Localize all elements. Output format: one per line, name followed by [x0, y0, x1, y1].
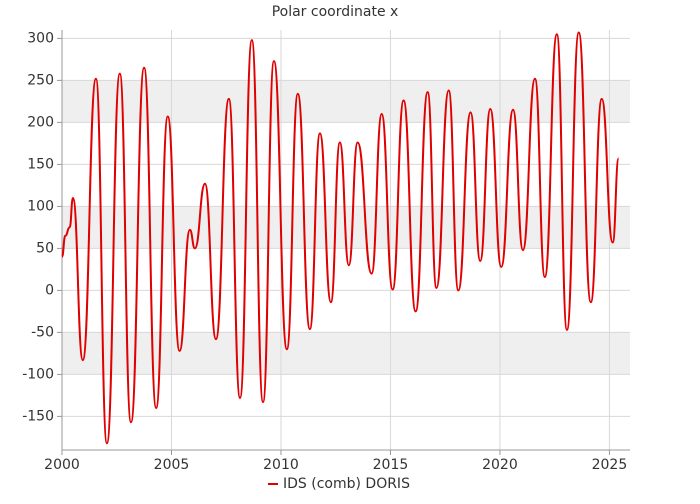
y-tick-label: -150	[22, 408, 54, 424]
x-tick-label: 2020	[482, 457, 518, 473]
legend-label: IDS (comb) DORIS	[283, 476, 410, 492]
x-tick-label: 2015	[373, 457, 409, 473]
y-tick-label: 100	[27, 198, 54, 214]
y-tick-label: 200	[27, 114, 54, 130]
y-tick-label: 50	[36, 240, 54, 256]
grid-band	[62, 80, 630, 123]
chart-title: Polar coordinate x	[272, 4, 399, 20]
y-tick-label: 150	[27, 156, 54, 172]
x-tick-label: 2025	[592, 457, 628, 473]
x-tick-label: 2000	[44, 457, 80, 473]
y-tick-label: 250	[27, 72, 54, 88]
data-line	[61, 31, 620, 445]
grid-band	[62, 332, 630, 375]
y-tick-label: 300	[27, 30, 54, 46]
y-tick-label: -50	[31, 324, 54, 340]
x-tick-label: 2010	[263, 457, 299, 473]
y-tick-label: 0	[45, 282, 54, 298]
x-tick-label: 2005	[154, 457, 190, 473]
y-tick-label: -100	[22, 366, 54, 382]
